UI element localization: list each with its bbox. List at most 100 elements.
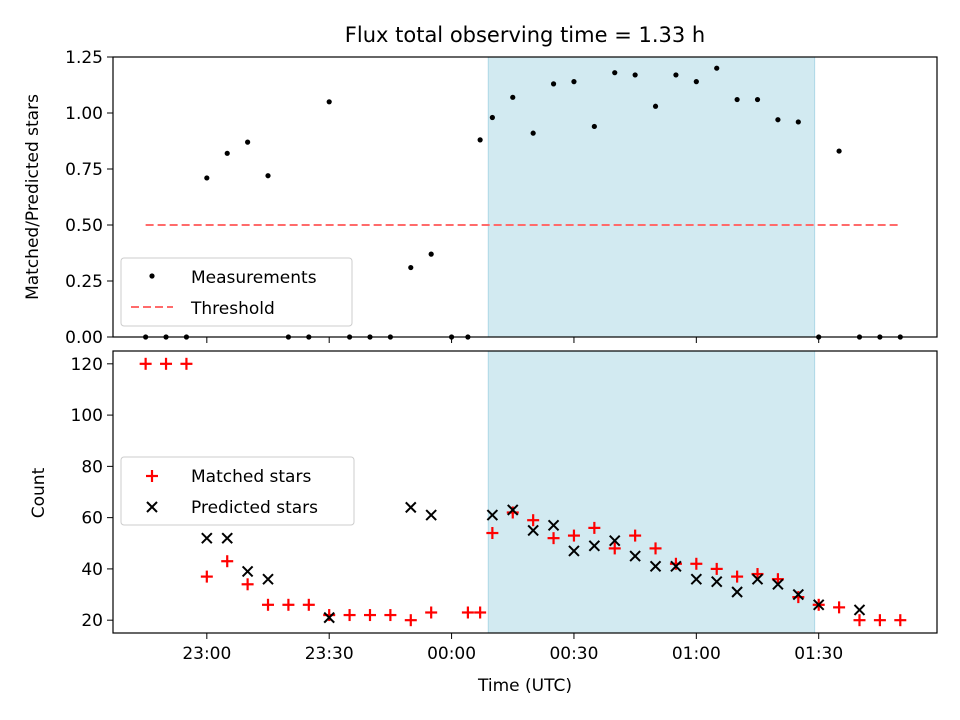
ratio-legend: Measurements Threshold: [120, 257, 353, 327]
matched-star-point: [873, 614, 886, 627]
matched-star-point: [461, 606, 474, 619]
predicted-star-point: [425, 509, 437, 521]
y-tick-label: 120: [71, 355, 103, 375]
matched-star-point: [506, 506, 519, 519]
matched-star-point: [363, 609, 376, 622]
predicted-star-point: [568, 545, 580, 557]
matched-star-point: [343, 609, 356, 622]
matched-star-point: [649, 542, 662, 555]
measurement-point: [652, 103, 659, 109]
y-tick-label: 20: [81, 611, 103, 631]
measurement-point: [224, 150, 230, 156]
measurement-point: [612, 70, 618, 76]
matched-star-point: [710, 562, 723, 575]
predicted-star-point: [792, 588, 805, 601]
matched-star-point: [894, 614, 907, 627]
legend-measurements-marker: [149, 273, 155, 279]
predicted-star-point: [241, 565, 254, 578]
y-tick-label: 60: [81, 509, 103, 529]
matched-star-point: [588, 521, 601, 534]
ratio-panel: 0.00 0.25 0.50 0.75 1.00 1.25 Matched/Predict…: [23, 48, 938, 348]
predicted-star-point: [405, 501, 417, 514]
count-plot-frame: [112, 350, 938, 634]
matched-star-point: [200, 570, 213, 583]
measurement-point: [428, 251, 434, 257]
legend-predicted-label: Predicted stars: [191, 498, 318, 518]
matched-star-point: [474, 606, 487, 619]
matched-star-point: [853, 614, 866, 627]
measurement-point: [795, 119, 801, 125]
predicted-star-point: [221, 532, 233, 544]
predicted-star-point: [853, 604, 866, 616]
predicted-star-point: [812, 599, 825, 611]
predicted-star-point: [588, 540, 601, 552]
matched-star-point: [180, 357, 193, 370]
measurement-point: [591, 123, 597, 130]
matched-star-point: [669, 557, 682, 570]
y-tick-label: 0.25: [65, 272, 103, 292]
observing-window-span: [487, 350, 816, 634]
matched-star-point: [282, 598, 295, 611]
measurement-point: [836, 148, 842, 154]
legend-matched-label: Matched stars: [191, 467, 311, 487]
matched-star-point: [323, 609, 336, 622]
predicted-star-point: [670, 560, 682, 573]
matched-star-point: [384, 609, 397, 622]
predicted-star-point: [527, 524, 539, 537]
predicted-star-point: [507, 504, 519, 516]
y-tick-label: 0.00: [65, 328, 103, 348]
measurement-point: [408, 264, 414, 271]
matched-star-point: [690, 557, 703, 570]
x-tick-label: 00:00: [427, 644, 476, 664]
measurement-point: [673, 72, 679, 78]
matched-star-point: [160, 357, 173, 370]
predicted-star-point: [731, 586, 743, 598]
y-tick-label: 0.50: [65, 216, 103, 236]
measurement-point: [550, 81, 557, 87]
predicted-star-point: [547, 519, 560, 532]
x-tick-label: 23:30: [305, 644, 354, 664]
legend-threshold-label: Threshold: [190, 299, 275, 319]
measurement-point: [571, 79, 577, 85]
matched-star-point: [486, 527, 499, 540]
matched-star-point: [792, 591, 805, 604]
measurement-point: [734, 96, 740, 103]
count-legend: Matched stars Predicted stars: [120, 456, 355, 526]
matched-star-point: [567, 529, 580, 542]
matched-star-point: [833, 601, 846, 614]
y-tick-label: 100: [71, 406, 103, 426]
legend-matched-marker: [146, 470, 158, 482]
ratio-plot-frame: [112, 56, 938, 338]
x-tick-label: 00:30: [549, 644, 598, 664]
measurement-point: [714, 65, 720, 71]
predicted-star-point: [629, 550, 641, 562]
matched-star-point: [527, 514, 540, 527]
y-tick-label: 1.00: [65, 104, 103, 124]
predicted-star-point: [649, 560, 662, 573]
count-y-axis-label: Count: [29, 467, 49, 518]
predicted-star-point: [262, 573, 274, 585]
x-tick-label: 01:00: [672, 644, 721, 664]
y-tick-label: 1.25: [65, 48, 103, 68]
measurement-point: [530, 130, 536, 136]
measurement-point: [775, 117, 781, 123]
measurement-point: [632, 72, 638, 78]
measurement-point: [204, 175, 210, 181]
x-tick-label: 23:00: [182, 644, 231, 664]
measurement-point: [265, 173, 271, 179]
y-tick-label: 80: [81, 457, 103, 477]
matched-star-point: [221, 555, 234, 568]
measurement-point: [326, 99, 332, 105]
predicted-star-point: [690, 573, 703, 585]
predicted-star-point: [609, 535, 621, 547]
matched-star-point: [404, 614, 417, 627]
x-axis-label: Time (UTC): [477, 676, 572, 696]
ratio-y-axis-label: Matched/Predicted stars: [23, 94, 43, 300]
predicted-star-point: [323, 611, 335, 624]
measurement-point: [754, 96, 761, 103]
matched-star-point: [547, 532, 560, 545]
measurement-point: [693, 79, 699, 85]
matched-star-point: [608, 542, 621, 555]
matched-star-point: [302, 598, 315, 611]
